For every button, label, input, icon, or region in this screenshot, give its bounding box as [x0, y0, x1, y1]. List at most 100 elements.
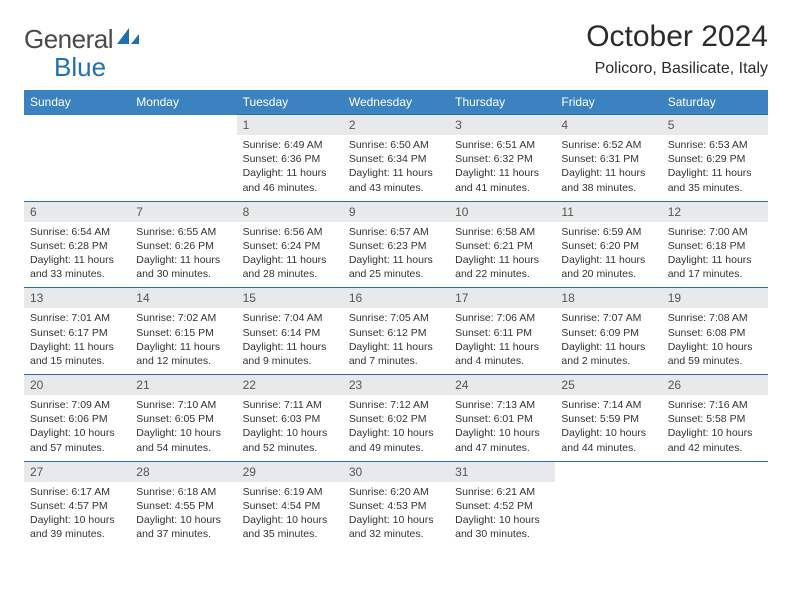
- day-number: 20: [24, 375, 130, 395]
- day-details: Sunrise: 6:49 AMSunset: 6:36 PMDaylight:…: [237, 135, 343, 201]
- calendar-body: .... 1Sunrise: 6:49 AMSunset: 6:36 PMDayl…: [24, 115, 768, 548]
- calendar-cell: 14Sunrise: 7:02 AMSunset: 6:15 PMDayligh…: [130, 288, 236, 375]
- calendar-cell: 6Sunrise: 6:54 AMSunset: 6:28 PMDaylight…: [24, 201, 130, 288]
- logo: General: [24, 20, 143, 55]
- calendar-cell: 23Sunrise: 7:12 AMSunset: 6:02 PMDayligh…: [343, 375, 449, 462]
- calendar-cell: ..: [24, 115, 130, 202]
- day-number: 1: [237, 115, 343, 135]
- day-details: Sunrise: 6:50 AMSunset: 6:34 PMDaylight:…: [343, 135, 449, 201]
- day-number: 21: [130, 375, 236, 395]
- calendar-cell: 29Sunrise: 6:19 AMSunset: 4:54 PMDayligh…: [237, 461, 343, 547]
- calendar-cell: ..: [555, 461, 661, 547]
- calendar-cell: 10Sunrise: 6:58 AMSunset: 6:21 PMDayligh…: [449, 201, 555, 288]
- day-details: Sunrise: 7:08 AMSunset: 6:08 PMDaylight:…: [662, 308, 768, 374]
- day-details: Sunrise: 6:17 AMSunset: 4:57 PMDaylight:…: [24, 482, 130, 548]
- day-details: Sunrise: 6:51 AMSunset: 6:32 PMDaylight:…: [449, 135, 555, 201]
- calendar-cell: 7Sunrise: 6:55 AMSunset: 6:26 PMDaylight…: [130, 201, 236, 288]
- day-number: 19: [662, 288, 768, 308]
- day-number: 16: [343, 288, 449, 308]
- calendar-cell: 8Sunrise: 6:56 AMSunset: 6:24 PMDaylight…: [237, 201, 343, 288]
- day-number: 13: [24, 288, 130, 308]
- location: Policoro, Basilicate, Italy: [586, 60, 768, 78]
- calendar-cell: 11Sunrise: 6:59 AMSunset: 6:20 PMDayligh…: [555, 201, 661, 288]
- day-number: 14: [130, 288, 236, 308]
- day-details: Sunrise: 6:56 AMSunset: 6:24 PMDaylight:…: [237, 222, 343, 288]
- weekday-header: Monday: [130, 90, 236, 115]
- calendar-cell: ..: [662, 461, 768, 547]
- day-details: Sunrise: 7:13 AMSunset: 6:01 PMDaylight:…: [449, 395, 555, 461]
- weekday-header: Saturday: [662, 90, 768, 115]
- calendar-cell: 27Sunrise: 6:17 AMSunset: 4:57 PMDayligh…: [24, 461, 130, 547]
- day-details: Sunrise: 6:59 AMSunset: 6:20 PMDaylight:…: [555, 222, 661, 288]
- day-number: 28: [130, 462, 236, 482]
- day-details: Sunrise: 7:04 AMSunset: 6:14 PMDaylight:…: [237, 308, 343, 374]
- calendar-table: SundayMondayTuesdayWednesdayThursdayFrid…: [24, 90, 768, 547]
- day-number: 2: [343, 115, 449, 135]
- day-details: Sunrise: 7:09 AMSunset: 6:06 PMDaylight:…: [24, 395, 130, 461]
- day-details: Sunrise: 7:05 AMSunset: 6:12 PMDaylight:…: [343, 308, 449, 374]
- calendar-cell: 25Sunrise: 7:14 AMSunset: 5:59 PMDayligh…: [555, 375, 661, 462]
- weekday-header: Sunday: [24, 90, 130, 115]
- day-number: 3: [449, 115, 555, 135]
- calendar-cell: 2Sunrise: 6:50 AMSunset: 6:34 PMDaylight…: [343, 115, 449, 202]
- day-details: Sunrise: 6:52 AMSunset: 6:31 PMDaylight:…: [555, 135, 661, 201]
- calendar-week-row: 13Sunrise: 7:01 AMSunset: 6:17 PMDayligh…: [24, 288, 768, 375]
- day-details: Sunrise: 7:06 AMSunset: 6:11 PMDaylight:…: [449, 308, 555, 374]
- logo-sail-icon: [115, 26, 141, 53]
- day-details: Sunrise: 7:10 AMSunset: 6:05 PMDaylight:…: [130, 395, 236, 461]
- day-details: Sunrise: 6:57 AMSunset: 6:23 PMDaylight:…: [343, 222, 449, 288]
- day-number: 7: [130, 202, 236, 222]
- calendar-cell: 24Sunrise: 7:13 AMSunset: 6:01 PMDayligh…: [449, 375, 555, 462]
- month-title: October 2024: [586, 20, 768, 54]
- weekday-header: Tuesday: [237, 90, 343, 115]
- day-number: 22: [237, 375, 343, 395]
- day-details: Sunrise: 6:18 AMSunset: 4:55 PMDaylight:…: [130, 482, 236, 548]
- calendar-cell: 17Sunrise: 7:06 AMSunset: 6:11 PMDayligh…: [449, 288, 555, 375]
- day-details: Sunrise: 6:54 AMSunset: 6:28 PMDaylight:…: [24, 222, 130, 288]
- day-details: Sunrise: 6:19 AMSunset: 4:54 PMDaylight:…: [237, 482, 343, 548]
- day-details: Sunrise: 6:58 AMSunset: 6:21 PMDaylight:…: [449, 222, 555, 288]
- day-number: 17: [449, 288, 555, 308]
- logo-text-blue: Blue: [54, 52, 106, 83]
- day-number: 30: [343, 462, 449, 482]
- calendar-cell: 26Sunrise: 7:16 AMSunset: 5:58 PMDayligh…: [662, 375, 768, 462]
- day-number: 23: [343, 375, 449, 395]
- day-number: 9: [343, 202, 449, 222]
- calendar-cell: 20Sunrise: 7:09 AMSunset: 6:06 PMDayligh…: [24, 375, 130, 462]
- weekday-header: Friday: [555, 90, 661, 115]
- day-details: Sunrise: 6:53 AMSunset: 6:29 PMDaylight:…: [662, 135, 768, 201]
- day-number: 6: [24, 202, 130, 222]
- day-details: Sunrise: 7:11 AMSunset: 6:03 PMDaylight:…: [237, 395, 343, 461]
- day-number: 27: [24, 462, 130, 482]
- calendar-cell: 15Sunrise: 7:04 AMSunset: 6:14 PMDayligh…: [237, 288, 343, 375]
- day-details: Sunrise: 7:16 AMSunset: 5:58 PMDaylight:…: [662, 395, 768, 461]
- day-details: Sunrise: 7:00 AMSunset: 6:18 PMDaylight:…: [662, 222, 768, 288]
- weekday-header: Thursday: [449, 90, 555, 115]
- day-details: Sunrise: 7:02 AMSunset: 6:15 PMDaylight:…: [130, 308, 236, 374]
- weekday-header-row: SundayMondayTuesdayWednesdayThursdayFrid…: [24, 90, 768, 115]
- calendar-cell: 5Sunrise: 6:53 AMSunset: 6:29 PMDaylight…: [662, 115, 768, 202]
- calendar-week-row: 20Sunrise: 7:09 AMSunset: 6:06 PMDayligh…: [24, 375, 768, 462]
- calendar-cell: 4Sunrise: 6:52 AMSunset: 6:31 PMDaylight…: [555, 115, 661, 202]
- calendar-week-row: 6Sunrise: 6:54 AMSunset: 6:28 PMDaylight…: [24, 201, 768, 288]
- calendar-cell: 16Sunrise: 7:05 AMSunset: 6:12 PMDayligh…: [343, 288, 449, 375]
- day-number: 11: [555, 202, 661, 222]
- calendar-cell: 22Sunrise: 7:11 AMSunset: 6:03 PMDayligh…: [237, 375, 343, 462]
- weekday-header: Wednesday: [343, 90, 449, 115]
- day-details: Sunrise: 6:20 AMSunset: 4:53 PMDaylight:…: [343, 482, 449, 548]
- day-number: 31: [449, 462, 555, 482]
- logo-text-general: General: [24, 24, 113, 55]
- day-number: 18: [555, 288, 661, 308]
- day-number: 25: [555, 375, 661, 395]
- day-number: 12: [662, 202, 768, 222]
- header: General October 2024 Policoro, Basilicat…: [24, 20, 768, 78]
- day-number: 5: [662, 115, 768, 135]
- day-details: Sunrise: 7:07 AMSunset: 6:09 PMDaylight:…: [555, 308, 661, 374]
- calendar-cell: 12Sunrise: 7:00 AMSunset: 6:18 PMDayligh…: [662, 201, 768, 288]
- day-number: 15: [237, 288, 343, 308]
- day-details: Sunrise: 7:14 AMSunset: 5:59 PMDaylight:…: [555, 395, 661, 461]
- calendar-week-row: 27Sunrise: 6:17 AMSunset: 4:57 PMDayligh…: [24, 461, 768, 547]
- day-number: 24: [449, 375, 555, 395]
- day-details: Sunrise: 6:55 AMSunset: 6:26 PMDaylight:…: [130, 222, 236, 288]
- calendar-cell: 19Sunrise: 7:08 AMSunset: 6:08 PMDayligh…: [662, 288, 768, 375]
